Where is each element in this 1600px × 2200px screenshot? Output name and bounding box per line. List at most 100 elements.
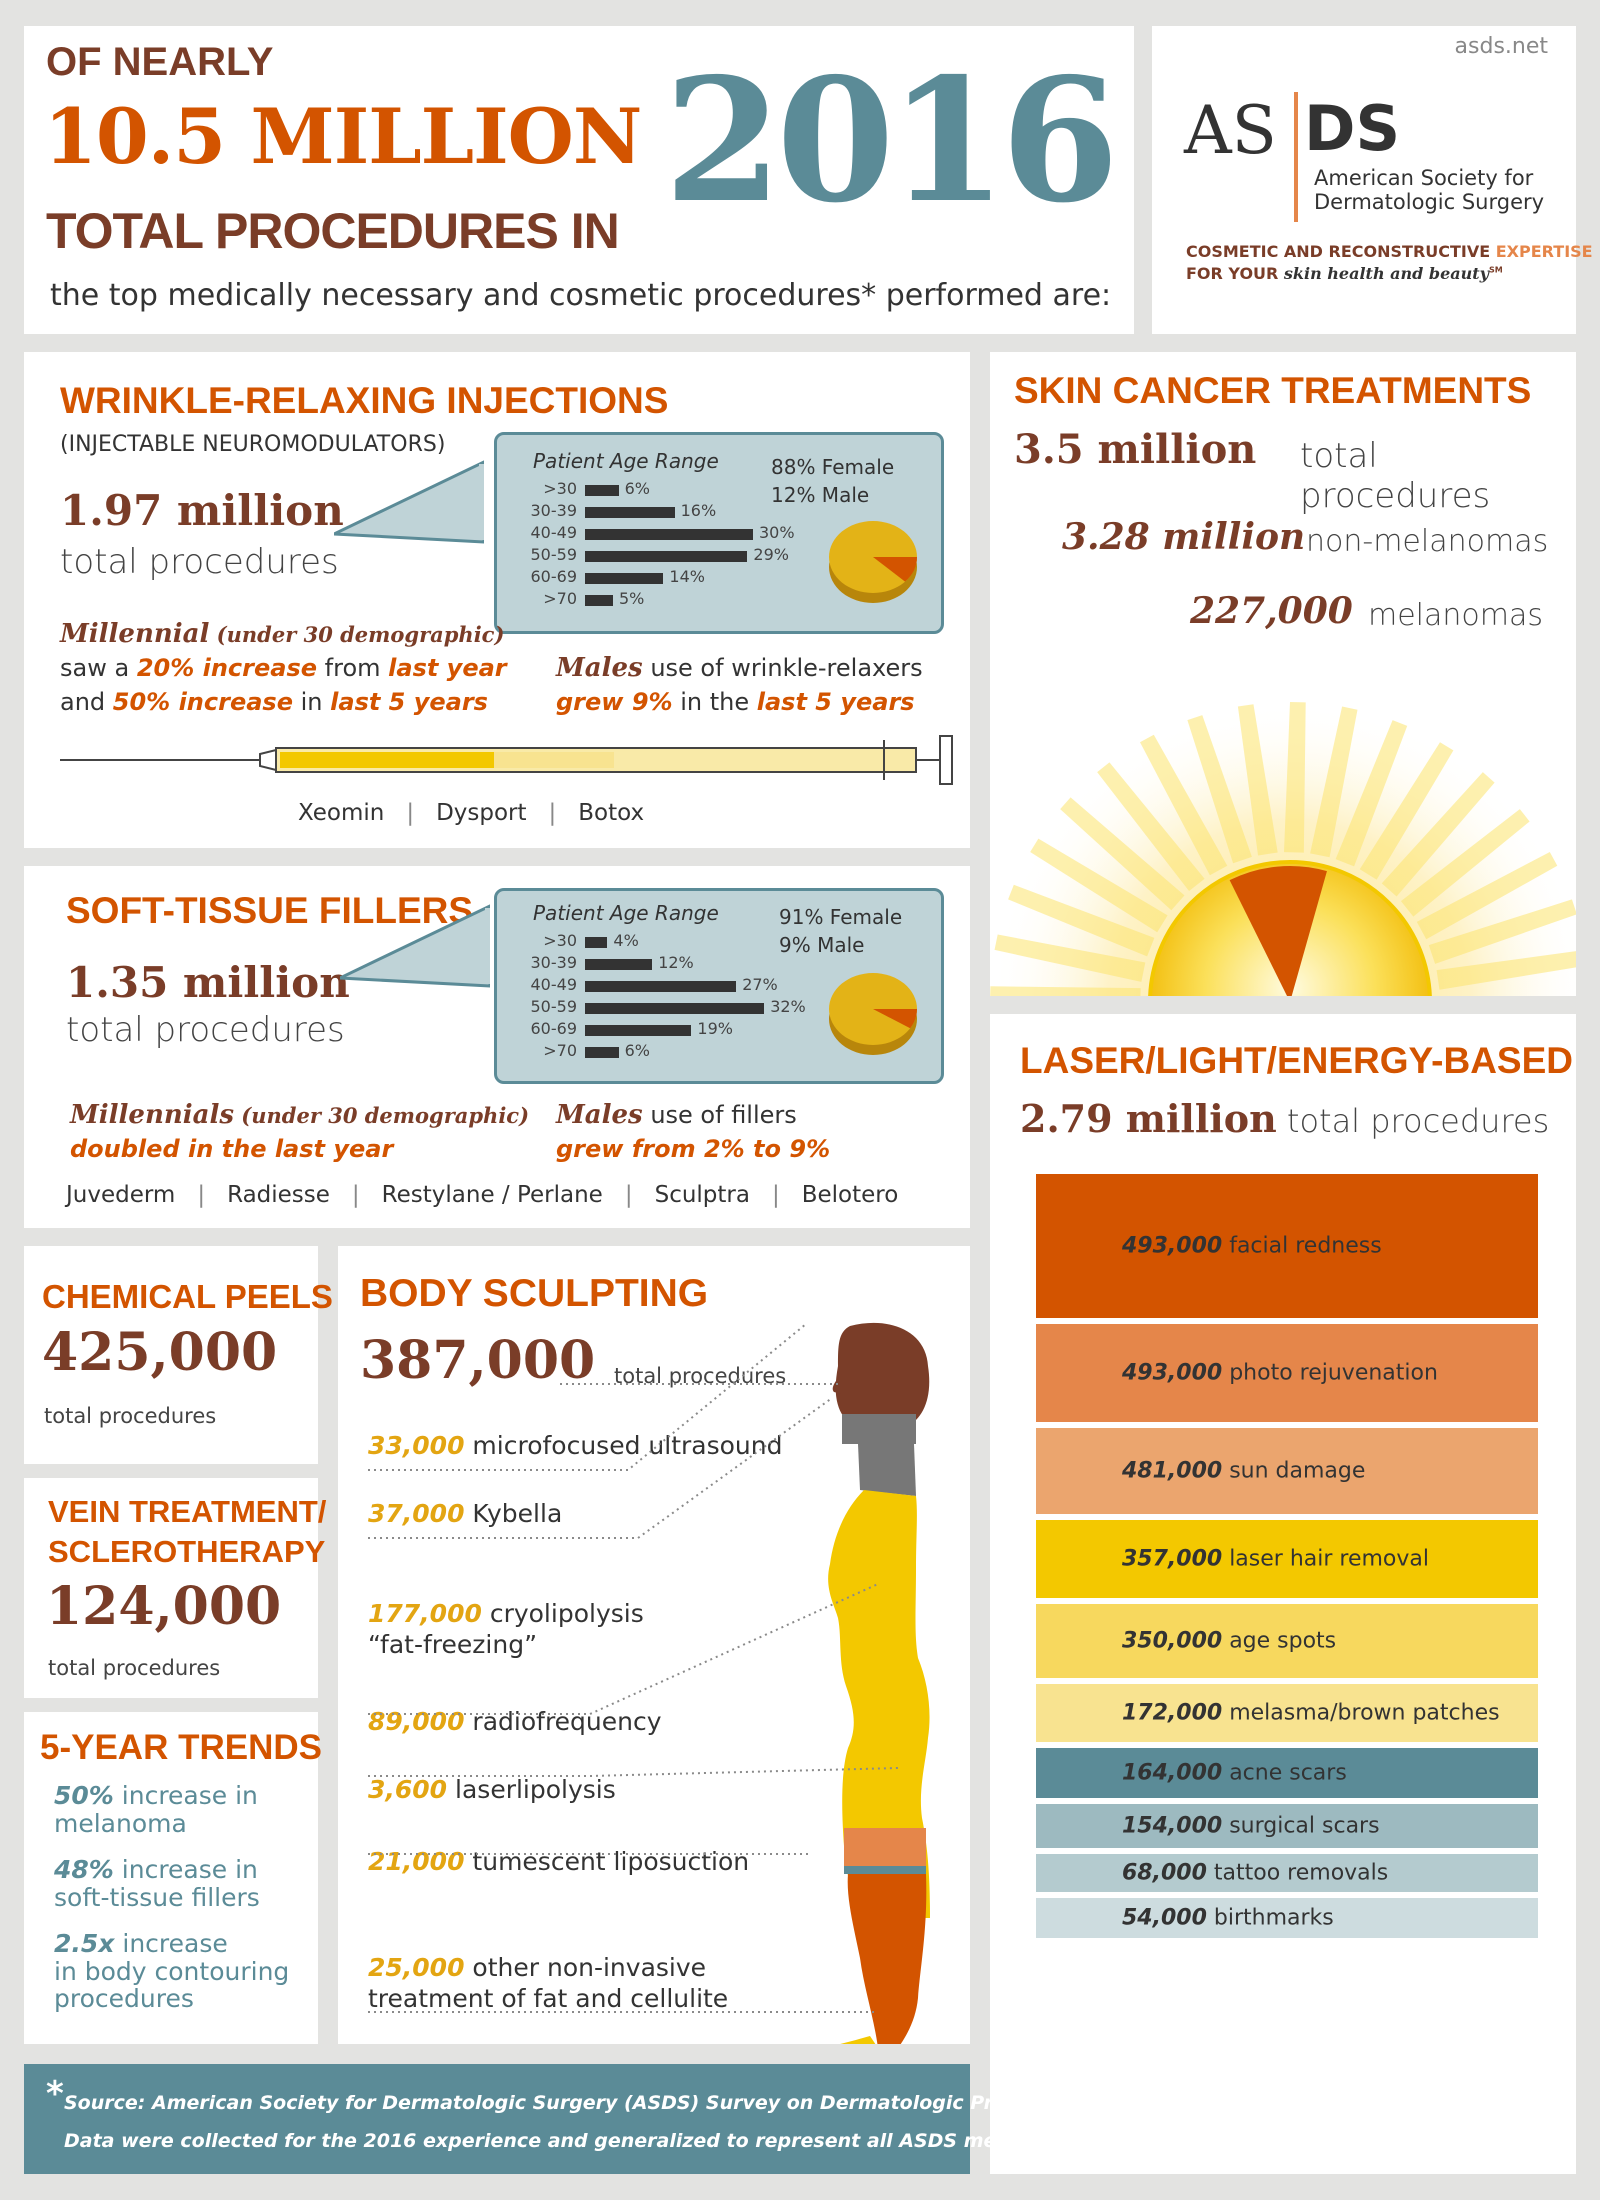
brand-name: Restylane / Perlane xyxy=(381,1182,603,1208)
laser-total-line: 2.79 million total procedures xyxy=(1020,1096,1549,1141)
sun-ray xyxy=(1310,706,1358,858)
sun-ray xyxy=(1060,797,1185,911)
wrinkle-mill-e: from xyxy=(317,654,389,683)
body-item: 89,000 radiofrequency xyxy=(368,1706,662,1737)
sun-ray xyxy=(990,986,1141,996)
age-pct: 27% xyxy=(742,975,778,994)
age-pct: 6% xyxy=(624,479,650,498)
laser-band: 493,000 photo rejuvenation xyxy=(1036,1324,1538,1422)
skin-cancer-non-mel-label: non-melanomas xyxy=(1306,524,1549,559)
age-bar xyxy=(585,959,653,970)
age-bar xyxy=(585,485,619,496)
body-item-line: 33,000 microfocused ultrasound xyxy=(368,1430,782,1461)
fillers-males: Males use of fillers grew from 2% to 9% xyxy=(556,1098,830,1165)
sun-ray xyxy=(1284,702,1306,853)
sun-ray xyxy=(1008,884,1155,957)
skin-cancer-panel: SKIN CANCER TREATMENTS 3.5 million total… xyxy=(990,352,1576,996)
age-bar xyxy=(585,1025,692,1036)
laser-band-value: 493,000 xyxy=(1122,1233,1223,1259)
sun-ray xyxy=(1381,772,1495,897)
wrinkle-mill-c: saw a xyxy=(60,654,137,683)
skin-cancer-mel-label: melanomas xyxy=(1368,598,1544,633)
wrinkle-subtitle: (INJECTABLE NEUROMODULATORS) xyxy=(60,432,446,457)
age-pct: 6% xyxy=(624,1041,650,1060)
wrinkle-title: WRINKLE-RELAXING INJECTIONS xyxy=(60,380,669,421)
body-item-line: 89,000 radiofrequency xyxy=(368,1706,662,1737)
body-item-value: 25,000 xyxy=(368,1953,465,1982)
sun-ray xyxy=(1187,715,1252,864)
pie-slice-male xyxy=(873,557,917,582)
laser-band-value: 68,000 xyxy=(1122,1860,1207,1886)
fillers-mill-b: (under 30 demographic) xyxy=(234,1103,530,1128)
skin-cancer-non-mel: 3.28 million xyxy=(1062,516,1306,558)
laser-band-value: 164,000 xyxy=(1122,1760,1223,1786)
wrinkle-males: Males use of wrinkle-relaxers grew 9% in… xyxy=(556,650,923,720)
age-label: 60-69 xyxy=(530,567,578,586)
slogan-line2: FOR YOUR skin health and beautySM xyxy=(1186,264,1503,283)
trend-item: 48% increase in soft-tissue fillers xyxy=(54,1856,260,1911)
body-item-label: “fat-freezing” xyxy=(368,1630,538,1660)
sun-ray xyxy=(1428,899,1576,964)
sun-pie-chart xyxy=(990,702,1576,996)
body-item-label: Kybella xyxy=(464,1499,563,1528)
body-item-value: 37,000 xyxy=(368,1499,465,1528)
wrinkle-mill-a: Millennial xyxy=(60,619,210,649)
wrinkle-brand-row: Xeomin | Dysport | Botox xyxy=(298,800,644,826)
age-label: >30 xyxy=(543,931,577,950)
laser-band: 68,000 tattoo removals xyxy=(1036,1854,1538,1892)
vein-title2: SCLEROTHERAPY xyxy=(48,1534,326,1569)
body-item-value: 33,000 xyxy=(368,1431,465,1460)
trend-value: 50% xyxy=(54,1781,114,1810)
laser-band: 54,000 birthmarks xyxy=(1036,1898,1538,1938)
age-label: 30-39 xyxy=(530,953,578,972)
body-item-value: 89,000 xyxy=(368,1707,465,1736)
wrinkle-mill-g: and xyxy=(60,687,113,716)
header-line3: TOTAL PROCEDURES IN xyxy=(46,203,620,259)
header-panel: OF NEARLY 10.5 MILLION TOTAL PROCEDURES … xyxy=(24,26,1134,334)
age-pct: 14% xyxy=(669,567,705,586)
trend-text: soft-tissue fillers xyxy=(54,1882,260,1912)
fillers-age-title: Patient Age Range xyxy=(533,901,719,925)
melanoma-slice xyxy=(1229,866,1327,996)
org-line1: American Society for xyxy=(1314,166,1534,190)
laser-band-value: 481,000 xyxy=(1122,1458,1223,1484)
laser-band-text: 154,000 surgical scars xyxy=(1122,1814,1380,1839)
laser-band-label: tattoo removals xyxy=(1206,1860,1389,1886)
vein-label: total procedures xyxy=(48,1656,221,1680)
body-item: 33,000 microfocused ultrasound xyxy=(368,1430,782,1461)
site-link[interactable]: asds.net xyxy=(1454,34,1548,59)
trend-text: increase in xyxy=(113,1855,258,1884)
laser-band-label: sun damage xyxy=(1222,1458,1366,1484)
trend-text: in body contouring xyxy=(54,1956,290,1986)
brand-separator: | xyxy=(351,1182,360,1208)
fillers-brand-row: Juvederm | Radiesse | Restylane / Perlane | Sc… xyxy=(66,1182,898,1208)
sun-ray xyxy=(1436,951,1576,990)
laser-title: LASER/LIGHT/ENERGY-BASED xyxy=(1020,1040,1573,1081)
wrinkle-female: 88% Female xyxy=(771,455,895,479)
wrinkle-male: 12% Male xyxy=(771,483,870,507)
brand-separator: | xyxy=(406,800,415,826)
skin-cancer-title: SKIN CANCER TREATMENTS xyxy=(1014,370,1532,411)
body-item-line: 25,000 other non-invasive xyxy=(368,1952,728,1983)
header-year: 2016 xyxy=(664,41,1119,241)
logo-panel: asds.net AS DS American Society for Derm… xyxy=(1152,26,1593,334)
body-item: 21,000 tumescent liposuction xyxy=(368,1846,749,1877)
trend-item: 2.5x increase in body contouring procedure… xyxy=(54,1930,289,2013)
laser-band-value: 172,000 xyxy=(1122,1700,1223,1726)
body-item: 37,000 Kybella xyxy=(368,1498,562,1529)
trend-value: 2.5x xyxy=(54,1929,115,1958)
sun-ray xyxy=(1237,704,1278,856)
trend-text: increase in xyxy=(113,1781,258,1810)
body-item-line: 21,000 tumescent liposuction xyxy=(368,1846,749,1877)
brand-separator: | xyxy=(197,1182,206,1208)
brand-separator: | xyxy=(624,1182,633,1208)
laser-band-text: 68,000 tattoo removals xyxy=(1122,1861,1388,1886)
sun-ray xyxy=(1416,852,1558,940)
age-label: 50-59 xyxy=(530,545,578,564)
wrinkle-males-d: in the xyxy=(672,688,757,717)
body-item-label: radiofrequency xyxy=(464,1707,662,1736)
peels-count: 425,000 xyxy=(42,1322,278,1383)
body-item: 25,000 other non-invasive treatment of fa… xyxy=(368,1952,728,2015)
peels-title: CHEMICAL PEELS xyxy=(42,1278,333,1315)
fillers-count-label: total procedures xyxy=(66,1010,345,1050)
